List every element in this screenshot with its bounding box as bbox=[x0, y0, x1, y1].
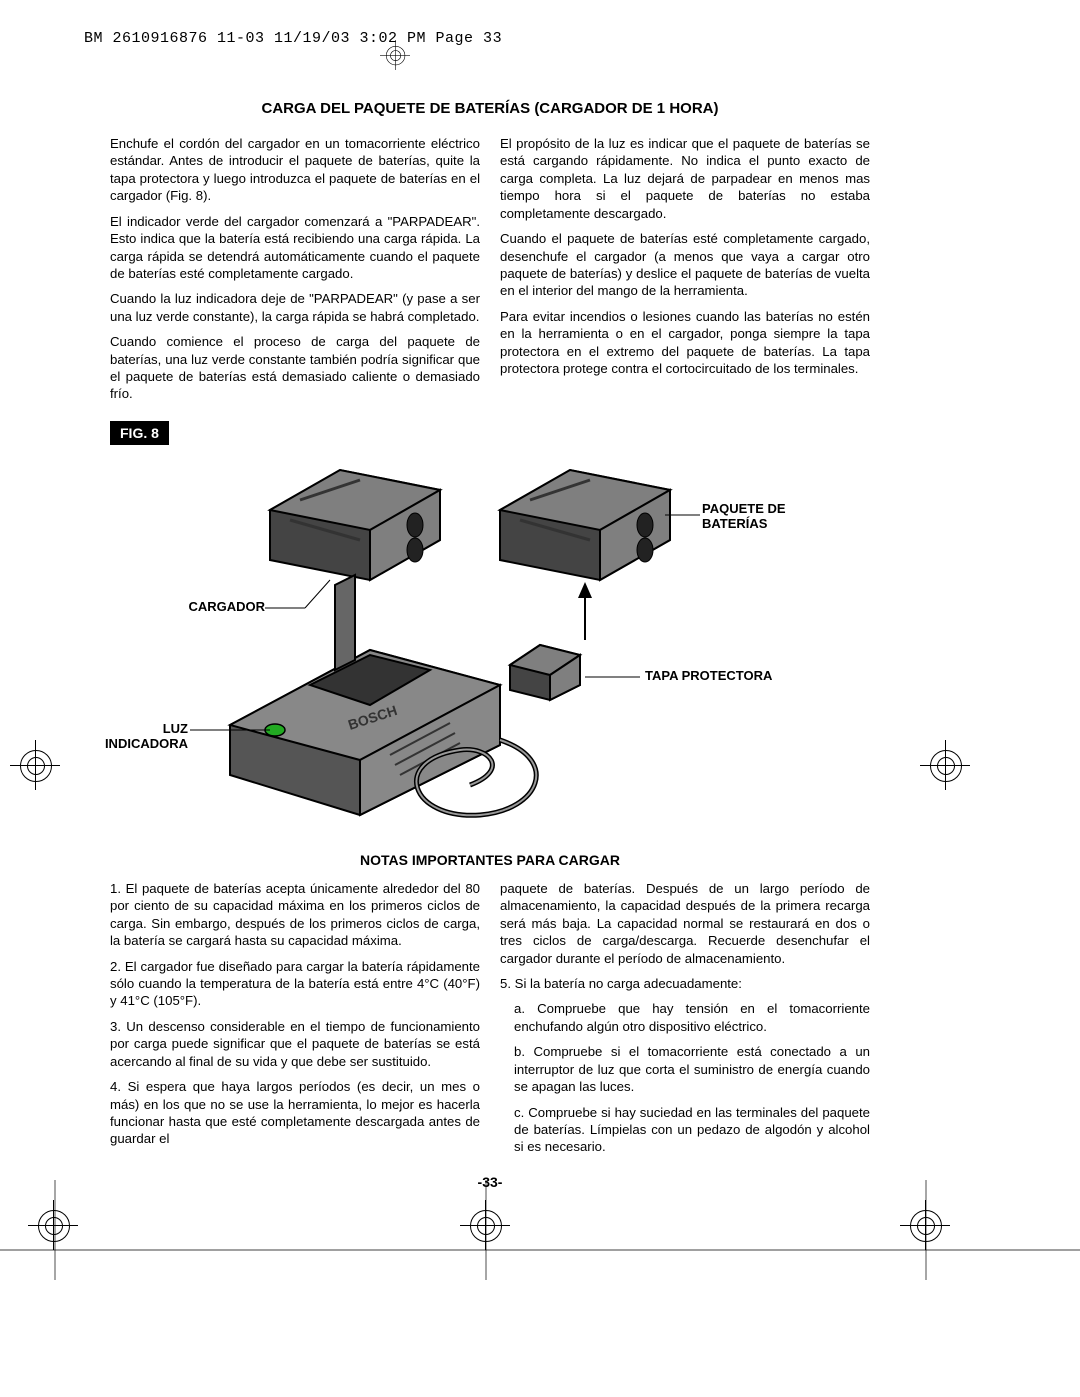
para: 4. Si espera que haya largos períodos (e… bbox=[110, 1078, 480, 1148]
para: Para evitar incendios o lesiones cuando … bbox=[500, 308, 870, 378]
para: b. Compruebe si el tomacorriente está co… bbox=[500, 1043, 870, 1095]
col-right: paquete de baterías. Después de un largo… bbox=[500, 880, 870, 1164]
para: 2. El cargador fue diseñado para cargar … bbox=[110, 958, 480, 1010]
para: Cuando la luz indicadora deje de "PARPAD… bbox=[110, 290, 480, 325]
col-left: 1. El paquete de baterías acepta únicame… bbox=[110, 880, 480, 1164]
figure-8: BOSCH PAQUETE DEBATERÍAS CARGADOR TAPA P… bbox=[110, 440, 870, 830]
para: Cuando el paquete de baterías esté compl… bbox=[500, 230, 870, 300]
figure-svg: BOSCH bbox=[110, 440, 870, 830]
trim-lines bbox=[0, 1180, 1080, 1280]
para: a. Compruebe que hay tensión en el tomac… bbox=[500, 1000, 870, 1035]
callout-luz: LUZINDICADORA bbox=[90, 722, 188, 752]
col-left: Enchufe el cordón del cargador en un tom… bbox=[110, 135, 480, 411]
para: c. Compruebe si hay suciedad en las term… bbox=[500, 1104, 870, 1156]
print-header: BM 2610916876 11-03 11/19/03 3:02 PM Pag… bbox=[84, 30, 502, 47]
text-columns-1: Enchufe el cordón del cargador en un tom… bbox=[110, 135, 870, 411]
col-right: El propósito de la luz es indicar que el… bbox=[500, 135, 870, 411]
para: Cuando comience el proceso de carga del … bbox=[110, 333, 480, 403]
para: paquete de baterías. Después de un largo… bbox=[500, 880, 870, 967]
text-columns-2: 1. El paquete de baterías acepta únicame… bbox=[110, 880, 870, 1164]
page-content: CARGA DEL PAQUETE DE BATERÍAS (CARGADOR … bbox=[110, 100, 870, 1190]
callout-paquete: PAQUETE DEBATERÍAS bbox=[702, 502, 786, 532]
para: 1. El paquete de baterías acepta únicame… bbox=[110, 880, 480, 950]
callout-cargador: CARGADOR bbox=[185, 600, 265, 615]
para: 5. Si la batería no carga adecuadamente: bbox=[500, 975, 870, 992]
para: El propósito de la luz es indicar que el… bbox=[500, 135, 870, 222]
para: 3. Un descenso considerable en el tiempo… bbox=[110, 1018, 480, 1070]
subtitle-notes: NOTAS IMPORTANTES PARA CARGAR bbox=[110, 852, 870, 868]
registration-mark bbox=[380, 40, 410, 70]
para: Enchufe el cordón del cargador en un tom… bbox=[110, 135, 480, 205]
registration-mark bbox=[10, 740, 60, 790]
registration-mark bbox=[920, 740, 970, 790]
callout-tapa: TAPA PROTECTORA bbox=[645, 669, 772, 684]
section-title: CARGA DEL PAQUETE DE BATERÍAS (CARGADOR … bbox=[110, 100, 870, 117]
para: El indicador verde del cargador comenzar… bbox=[110, 213, 480, 283]
